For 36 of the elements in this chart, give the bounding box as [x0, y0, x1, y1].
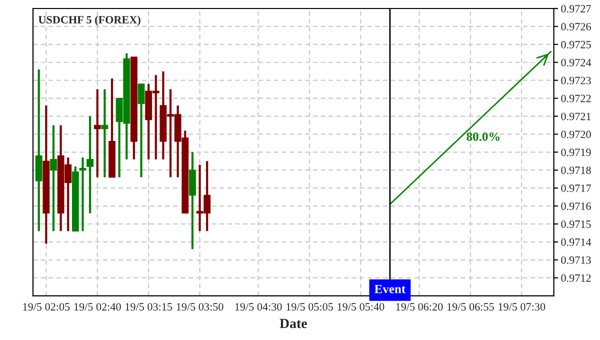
y-tick-label: 0.9726	[561, 22, 591, 30]
y-tick-label: 0.9712	[561, 274, 591, 282]
y-tick-label: 0.9727	[561, 4, 591, 13]
y-tick-label: 0.9723	[561, 76, 591, 84]
x-tick-label: 19/5 07:30	[498, 303, 546, 311]
x-tick-label: 19/5 06:55	[447, 303, 494, 311]
y-tick-label: 0.9715	[561, 220, 591, 228]
candlestick	[50, 124, 57, 232]
y-tick-label: 0.9717	[561, 184, 591, 192]
x-tick-label: 19/5 03:15	[126, 303, 172, 311]
x-tick-label: 19/5 02:05	[23, 303, 70, 311]
y-tick-label: 0.9714	[561, 238, 592, 246]
x-tick-label: 19/5 04:30	[235, 303, 282, 311]
ref-line-label: Event	[374, 284, 406, 294]
candlestick	[79, 156, 86, 232]
candlestick	[101, 88, 108, 178]
x-tick-label: 19/5 03:50	[176, 303, 224, 311]
y-tick-label: 0.9720	[561, 130, 591, 138]
y-tick-label: 0.9716	[561, 202, 591, 210]
y-tick-label: 0.9724	[561, 58, 592, 66]
text: USDCHF 5 (FOREX)	[38, 16, 140, 26]
y-tick-label: 0.9725	[561, 40, 591, 48]
y-tick-label: 0.9719	[561, 148, 591, 156]
y-tick-label: 0.9718	[561, 166, 591, 174]
x-tick-label: 19/5 05:40	[338, 303, 384, 311]
x-tick-label: 19/5 02:40	[74, 303, 121, 311]
x-axis-title: Date	[280, 318, 307, 328]
candlestick	[94, 88, 101, 178]
candlestick	[86, 115, 94, 214]
candlestick	[138, 82, 145, 178]
x-tick-label: 19/5 05:05	[286, 303, 333, 311]
y-tick-label: 0.9721	[561, 112, 591, 120]
annotation: 80.0%	[466, 132, 500, 141]
x-tick-label: 19/5 06:20	[396, 303, 443, 311]
y-tick-label: 0.9722	[561, 94, 591, 102]
y-tick-label: 0.9713	[561, 256, 591, 264]
